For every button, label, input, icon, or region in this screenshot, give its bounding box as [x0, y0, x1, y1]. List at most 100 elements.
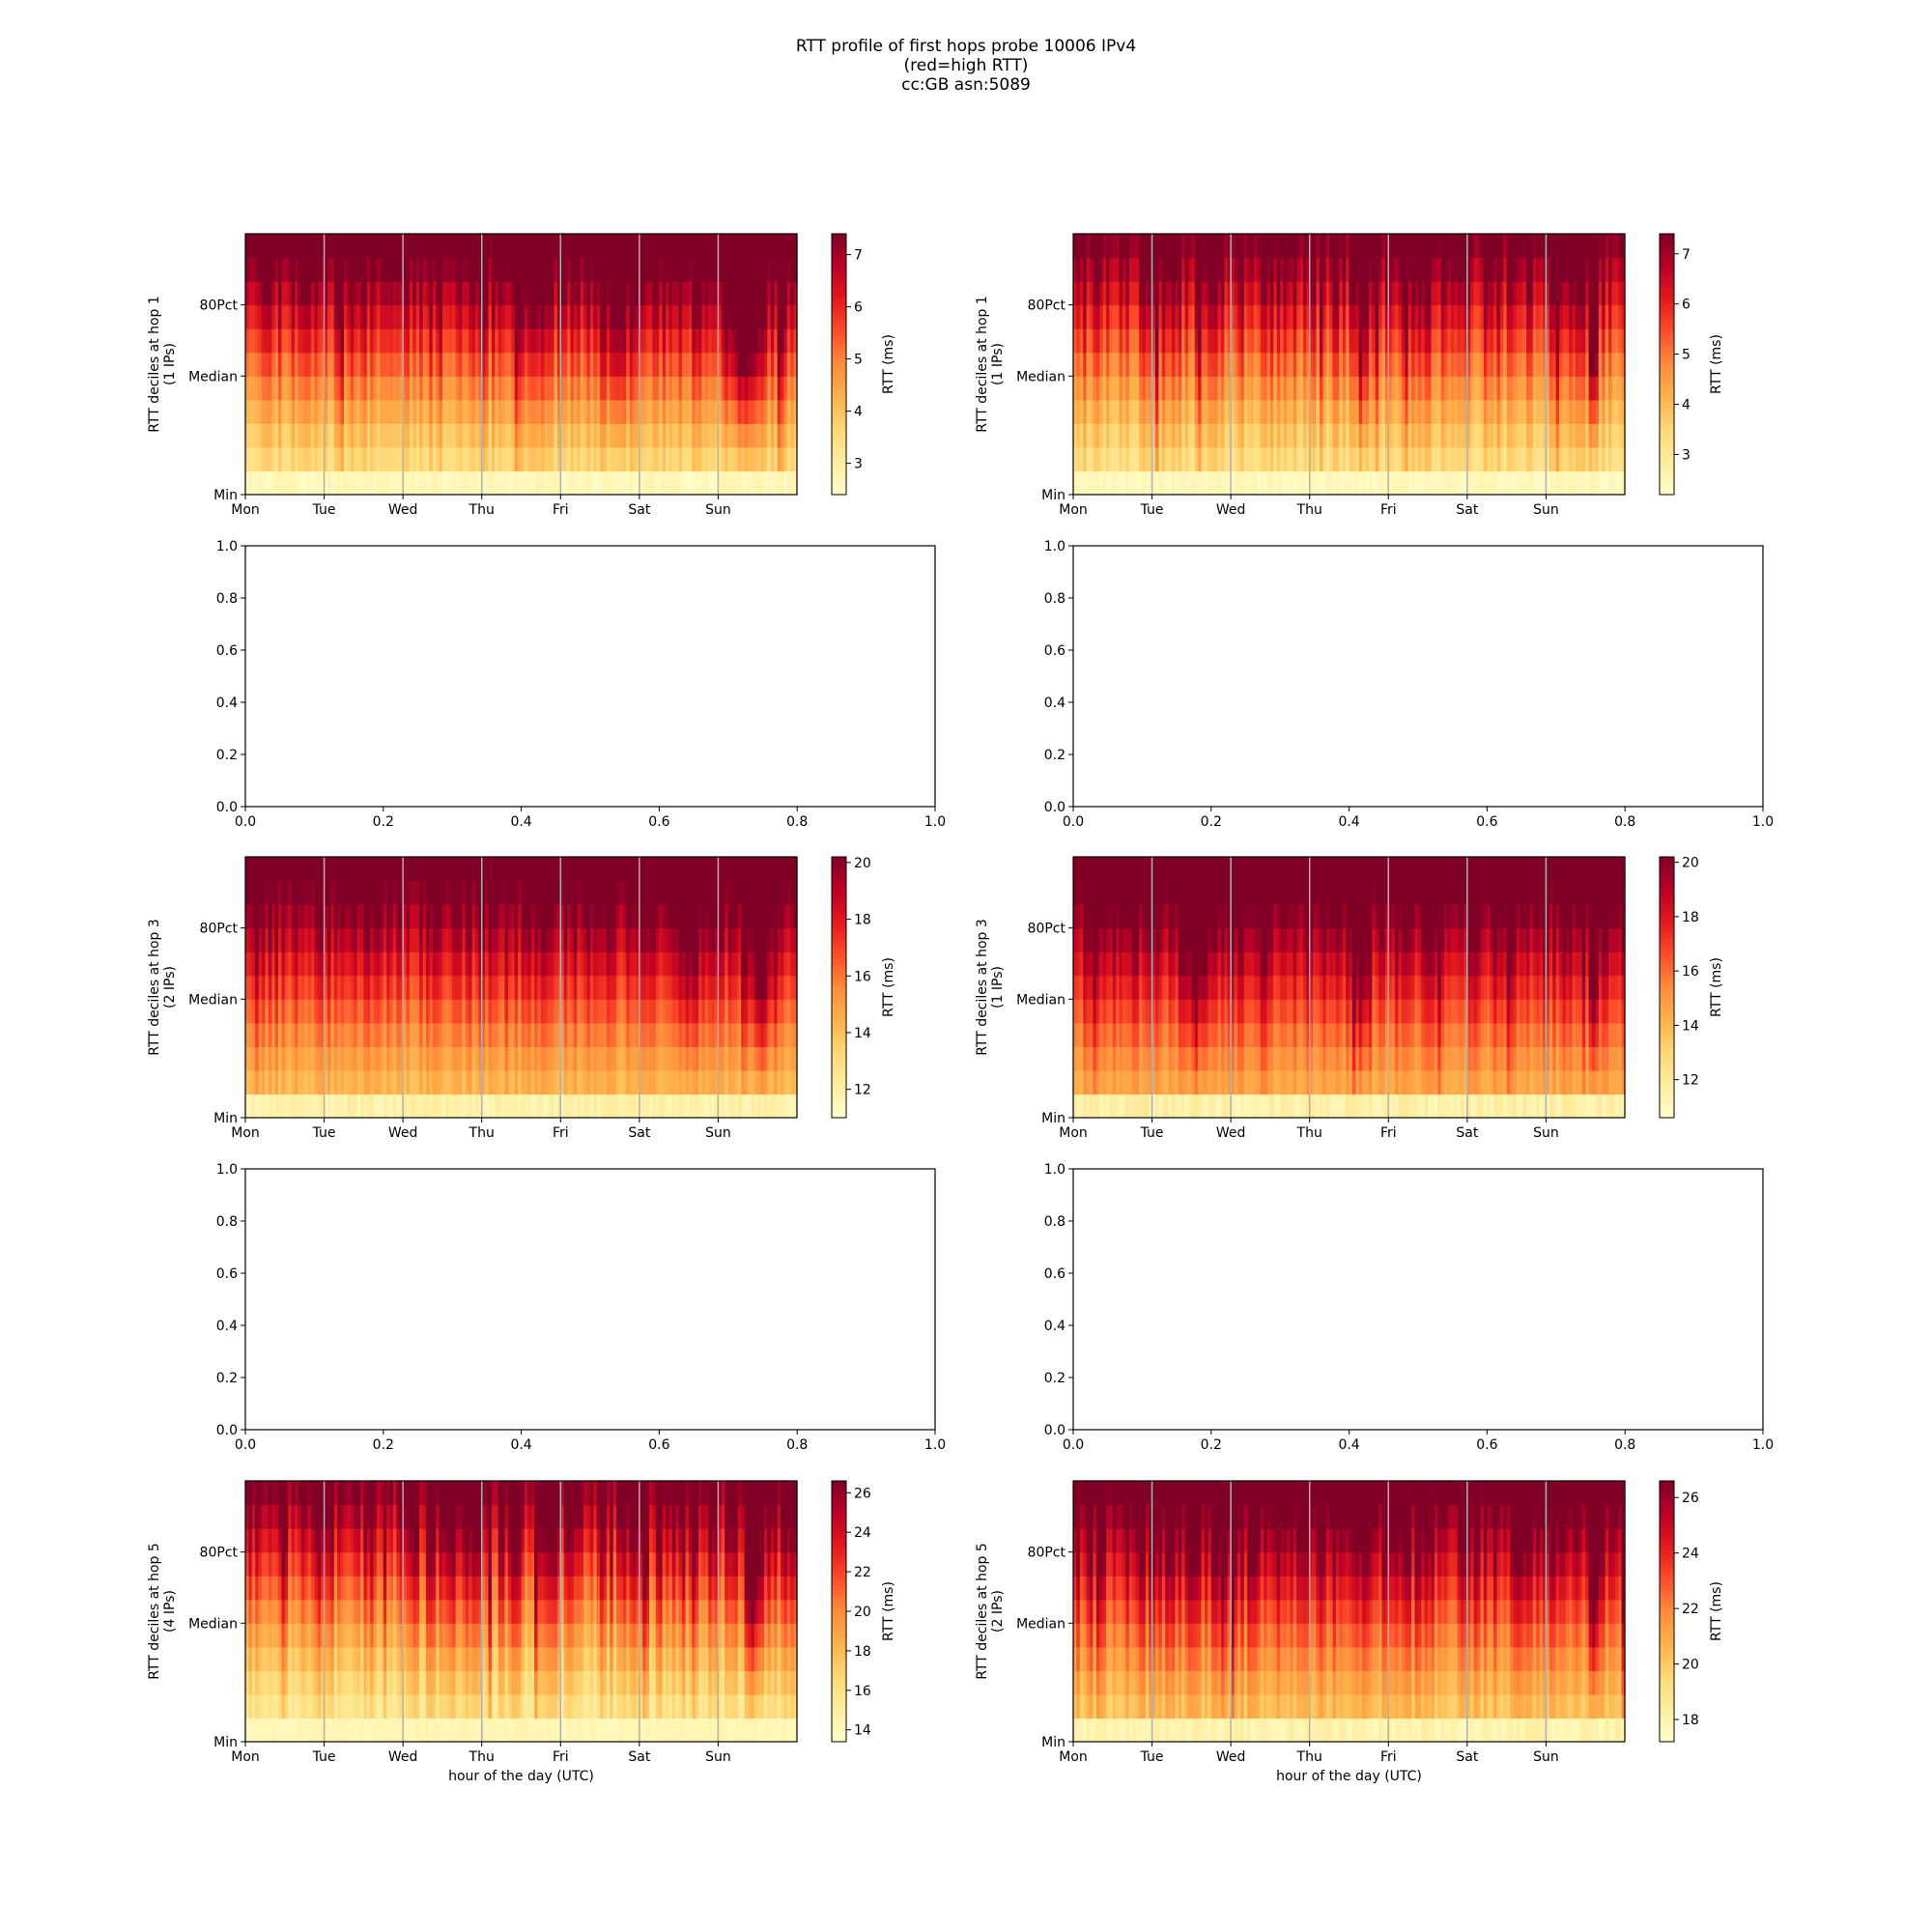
colorbar-segment — [1660, 469, 1674, 474]
heatmap-cell — [675, 281, 680, 306]
heatmap-cell — [261, 470, 266, 496]
heatmap-cell — [317, 234, 322, 259]
heatmap-cell — [783, 376, 788, 401]
heatmap-cell — [321, 234, 326, 259]
heatmap-cell — [629, 376, 634, 401]
heatmap-cell — [350, 328, 355, 354]
heatmap-cell — [781, 257, 785, 282]
heatmap-cell — [524, 281, 528, 306]
heatmap-cell — [271, 281, 276, 306]
heatmap-cell — [462, 234, 467, 259]
heatmap-cell — [347, 257, 352, 282]
heatmap-cell — [1128, 376, 1133, 401]
heatmap-cell — [274, 423, 279, 448]
heatmap-cell — [715, 470, 720, 496]
heatmap-cell — [662, 234, 667, 259]
heatmap-cell — [593, 352, 598, 377]
heatmap-cell — [399, 470, 404, 496]
heatmap-cell — [675, 470, 680, 496]
heatmap-cell — [642, 446, 647, 472]
heatmap-cell — [1142, 376, 1147, 401]
heatmap-cell — [698, 257, 703, 282]
heatmap-cell — [261, 328, 266, 354]
heatmap-cell — [271, 352, 276, 377]
heatmap-cell — [445, 975, 450, 1000]
heatmap-cell — [268, 423, 272, 448]
heatmap-cell — [783, 234, 788, 259]
heatmap-cell — [534, 423, 539, 448]
heatmap-cell — [751, 281, 755, 306]
heatmap-cell — [757, 281, 762, 306]
heatmap-cell — [521, 446, 526, 472]
heatmap-cell — [425, 470, 430, 496]
heatmap-cell — [455, 234, 460, 259]
heatmap-cell — [380, 376, 384, 401]
colorbar-segment — [1660, 425, 1674, 431]
heatmap-cell — [495, 257, 499, 282]
heatmap-cell — [580, 446, 584, 472]
heatmap-cell — [1112, 399, 1117, 424]
heatmap-cell — [307, 304, 312, 329]
heatmap-cell — [251, 1046, 256, 1071]
heatmap-cell — [655, 470, 660, 496]
heatmap-cell — [1154, 234, 1159, 259]
heatmap-cell — [291, 1069, 296, 1095]
heatmap-cell — [455, 281, 460, 306]
heatmap-cell — [380, 234, 384, 259]
heatmap-cell — [793, 446, 798, 472]
heatmap-cell — [603, 257, 608, 282]
heatmap-cell — [744, 399, 749, 424]
heatmap-cell — [495, 281, 499, 306]
heatmap-cell — [724, 257, 729, 282]
heatmap-cell — [560, 281, 565, 306]
heatmap-cell — [1132, 423, 1137, 448]
heatmap-cell — [1132, 376, 1137, 401]
heatmap-cell — [645, 234, 650, 259]
heatmap-cell — [737, 470, 742, 496]
heatmap-cell — [793, 328, 798, 354]
heatmap-cell — [649, 423, 654, 448]
heatmap-cell — [737, 234, 742, 259]
heatmap-cell — [619, 304, 624, 329]
heatmap-cell — [671, 376, 676, 401]
heatmap-cell — [429, 927, 434, 952]
heatmap-cell — [304, 328, 309, 354]
heatmap-cell — [685, 446, 690, 472]
heatmap-cell — [718, 470, 723, 496]
heatmap-cell — [474, 352, 479, 377]
heatmap-cell — [356, 234, 361, 259]
heatmap-cell — [793, 470, 798, 496]
heatmap-cell — [556, 234, 561, 259]
heatmap-cell — [1079, 470, 1084, 496]
heatmap-cell — [330, 257, 335, 282]
heatmap-cell — [481, 281, 486, 306]
heatmap-cell — [698, 328, 703, 354]
heatmap-cell — [596, 257, 601, 282]
heatmap-cell — [251, 1022, 256, 1047]
heatmap-cell — [645, 446, 650, 472]
colorbar-segment — [832, 460, 846, 466]
heatmap-cell — [255, 376, 260, 401]
heatmap-cell — [626, 234, 631, 259]
heatmap-cell — [629, 423, 634, 448]
heatmap-cell — [324, 234, 328, 259]
heatmap-cell — [1112, 234, 1117, 259]
heatmap-cell — [524, 304, 528, 329]
heatmap-cell — [639, 257, 643, 282]
heatmap-cell — [1128, 446, 1133, 472]
heatmap-cell — [573, 328, 578, 354]
heatmap-cell — [1105, 352, 1110, 377]
heatmap-cell — [386, 446, 391, 472]
heatmap-cell — [354, 352, 358, 377]
colorbar-segment — [1660, 303, 1674, 309]
heatmap-cell — [524, 352, 528, 377]
heatmap-cell — [392, 328, 397, 354]
heatmap-cell — [277, 234, 282, 259]
heatmap-cell — [659, 234, 664, 259]
heatmap-cell — [1158, 470, 1163, 496]
heatmap-cell — [606, 399, 611, 424]
heatmap-cell — [425, 304, 430, 329]
heatmap-cell — [527, 399, 532, 424]
heatmap-cell — [551, 446, 555, 472]
heatmap-cell — [688, 470, 693, 496]
